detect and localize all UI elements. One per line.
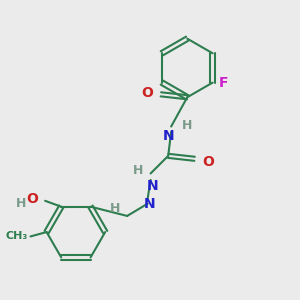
Text: H: H: [182, 118, 192, 132]
Text: CH₃: CH₃: [5, 231, 28, 242]
Text: H: H: [16, 197, 26, 210]
Text: O: O: [142, 86, 154, 100]
Text: O: O: [202, 155, 214, 169]
Text: O: O: [26, 192, 38, 206]
Text: F: F: [218, 76, 228, 90]
Text: H: H: [110, 202, 120, 215]
Text: H: H: [133, 164, 143, 177]
Text: N: N: [162, 129, 174, 143]
Text: N: N: [143, 197, 155, 211]
Text: N: N: [146, 179, 158, 193]
